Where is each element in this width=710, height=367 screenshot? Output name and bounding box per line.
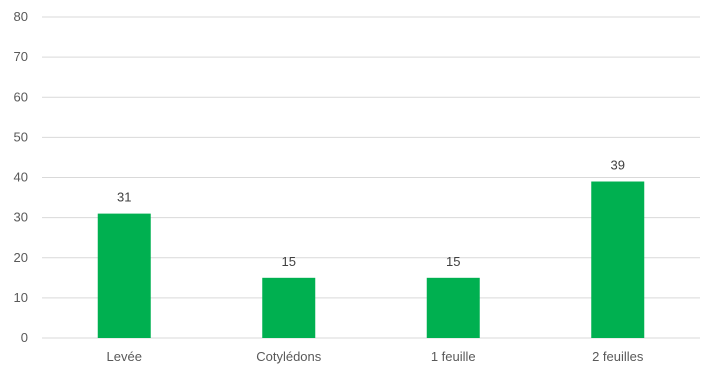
- y-axis: 0 10 20 30 40 50 60 70 80: [14, 9, 28, 345]
- bar: [97, 213, 151, 338]
- y-tick-label: 30: [14, 210, 28, 225]
- bar: [591, 181, 645, 338]
- y-tick-label: 20: [14, 250, 28, 265]
- bar: [426, 277, 480, 338]
- x-axis: Levée Cotylédons 1 feuille 2 feuilles: [107, 349, 644, 364]
- y-tick-label: 50: [14, 129, 28, 144]
- data-label: 31: [117, 190, 131, 205]
- y-tick-label: 0: [21, 330, 28, 345]
- data-label: 15: [446, 254, 460, 269]
- y-tick-label: 40: [14, 170, 28, 185]
- x-tick-label: Levée: [107, 349, 142, 364]
- bars: [97, 181, 645, 338]
- data-label: 39: [611, 158, 625, 173]
- y-tick-label: 70: [14, 49, 28, 64]
- data-labels: 31 15 15 39: [117, 158, 625, 269]
- gridlines: [42, 16, 700, 339]
- y-tick-label: 10: [14, 290, 28, 305]
- y-tick-label: 60: [14, 89, 28, 104]
- data-label: 15: [282, 254, 296, 269]
- y-tick-label: 80: [14, 9, 28, 24]
- x-tick-label: 2 feuilles: [592, 349, 644, 364]
- bar: [262, 277, 316, 338]
- x-tick-label: 1 feuille: [431, 349, 476, 364]
- x-tick-label: Cotylédons: [256, 349, 322, 364]
